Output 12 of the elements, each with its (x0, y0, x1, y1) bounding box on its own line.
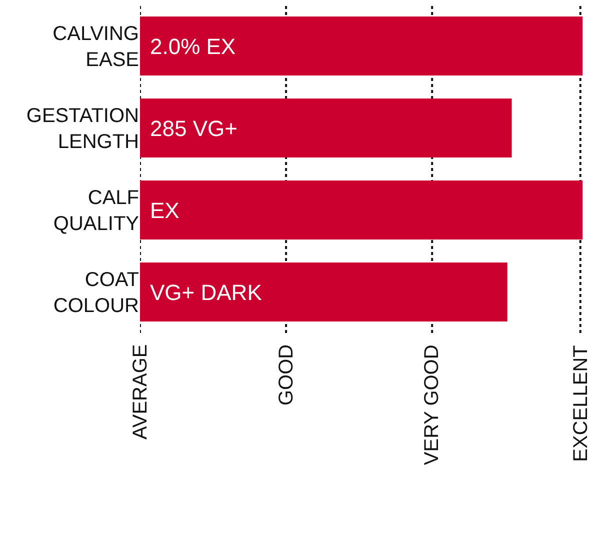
y-tick-label: GESTATION LENGTH (26, 105, 139, 153)
annotation: 2.0% EX (150, 34, 236, 59)
annotation: 285 VG+ (150, 116, 238, 141)
y-tick-label: CALF QUALITY (53, 187, 139, 235)
y-tick-label: CALVING EASE (52, 23, 139, 71)
ref-line-label: VERY GOOD (421, 344, 444, 466)
y-tick-label: COAT COLOUR (53, 269, 139, 317)
ref-line-label: AVERAGE (130, 344, 152, 440)
ref-line-label: EXCELLENT (570, 345, 592, 462)
ref-line-label: GOOD (276, 344, 298, 406)
annotation: VG+ DARK (150, 280, 262, 305)
annotation: EX (150, 198, 180, 223)
